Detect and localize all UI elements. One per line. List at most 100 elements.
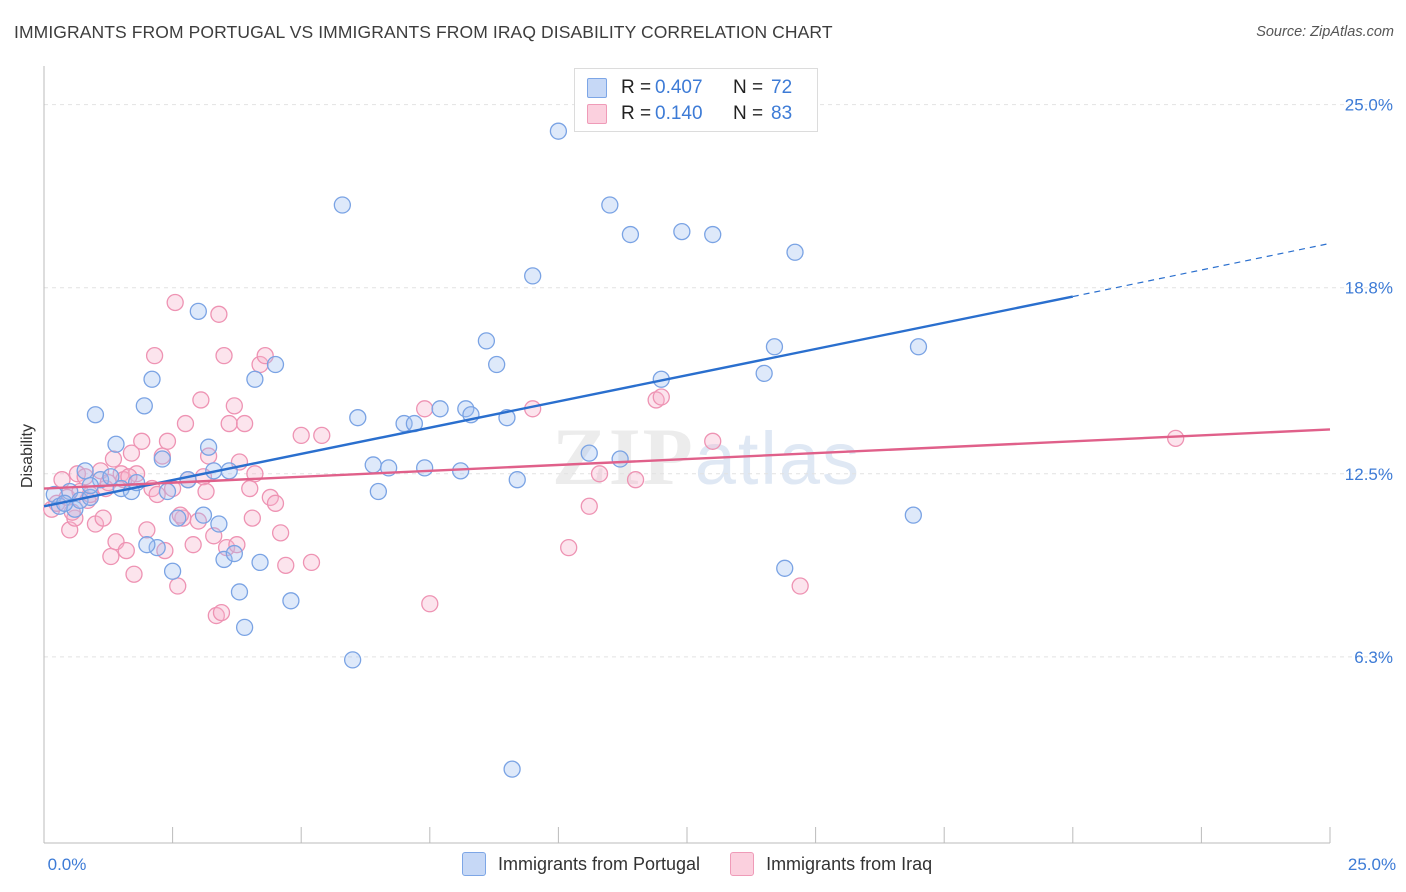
portugal-point [91, 471, 110, 489]
iraq-point [313, 426, 331, 445]
portugal-point [230, 583, 249, 601]
chart-title: IMMIGRANTS FROM PORTUGAL VS IMMIGRANTS F… [14, 22, 833, 42]
portugal-point [364, 456, 382, 474]
portugal-point [86, 406, 105, 424]
portugal-point [488, 355, 506, 374]
iraq-point [704, 432, 722, 450]
portugal-point [786, 243, 804, 261]
portugal-point [153, 450, 171, 468]
portugal-point [704, 225, 722, 244]
portugal-point [611, 450, 629, 468]
y-tick-label: 25.0% [1345, 96, 1393, 115]
portugal-point [251, 553, 269, 572]
iraq-point [166, 293, 184, 312]
portugal-point [776, 559, 794, 577]
portugal-point [333, 196, 352, 214]
iraq-point [271, 524, 290, 542]
legend-r-label: R = [621, 103, 652, 124]
portugal-point [194, 506, 213, 524]
iraq-point [122, 444, 141, 462]
portugal-point [215, 550, 233, 569]
iraq-point [560, 538, 578, 557]
portugal-point [369, 482, 388, 501]
iraq-point [626, 471, 645, 489]
portugal-trendline [43, 295, 1074, 508]
iraq-point [652, 388, 670, 406]
legend-row-iraq: R = 0.140 N = 83 [587, 103, 792, 125]
portugal-point [343, 651, 362, 669]
iraq-point [117, 541, 135, 560]
iraq-point [647, 391, 665, 409]
portugal-point [508, 471, 526, 489]
portugal-point [266, 355, 285, 374]
portugal-point [765, 338, 784, 356]
iraq-point [215, 346, 233, 365]
portugal-point [673, 222, 691, 241]
legend-row-portugal: R = 0.407 N = 72 [587, 77, 792, 99]
portugal-point [143, 370, 161, 388]
source-credit: Source: ZipAtlas.com [1256, 24, 1394, 40]
stats-legend: R = 0.407 N = 72 R = 0.140 N = 83 [574, 68, 818, 132]
portugal-point [909, 338, 928, 356]
portugal-point [169, 509, 187, 527]
y-tick-label: 6.3% [1354, 648, 1393, 667]
iraq-point [145, 346, 164, 365]
x-tick-label: 0.0% [48, 855, 87, 874]
portugal-point [580, 444, 598, 462]
iraq-point [220, 414, 238, 433]
iraq-point [94, 509, 112, 527]
iraq-point [207, 606, 225, 625]
iraq-point [277, 556, 295, 575]
portugal-point [246, 370, 264, 388]
iraq-point [243, 509, 261, 527]
portugal-point [158, 482, 177, 501]
iraq-point [171, 506, 189, 524]
portugal-point [416, 459, 434, 477]
iraq-point [192, 391, 210, 409]
iraq-point [133, 432, 151, 450]
portugal-point [76, 462, 94, 480]
iraq-point [212, 603, 231, 622]
portugal-point [163, 562, 182, 580]
portugal-swatch [587, 78, 607, 98]
iraq-point [580, 497, 598, 515]
portugal-point [904, 506, 922, 524]
portugal-point [282, 592, 300, 610]
portugal-trendline-extension [1072, 242, 1331, 298]
iraq-point [590, 465, 609, 483]
legend-item-iraq: Immigrants from Iraq [730, 852, 932, 876]
portugal-point [179, 471, 197, 489]
iraq-point [235, 414, 254, 433]
portugal-legend-swatch [462, 852, 486, 876]
y-tick-label: 12.5% [1345, 465, 1393, 484]
iraq-point [184, 536, 202, 554]
portugal-point [621, 225, 640, 244]
legend-n-label: N = [733, 77, 764, 98]
iraq-swatch [587, 104, 607, 124]
iraq-point [266, 494, 285, 512]
iraq-point [210, 305, 228, 323]
iraq-point [197, 482, 215, 501]
iraq-point [421, 595, 439, 613]
series-legend: Immigrants from Portugal Immigrants from… [462, 852, 962, 876]
portugal-point [148, 538, 166, 557]
iraq-point [416, 400, 434, 418]
portugal-point [135, 397, 153, 415]
legend-r-label: R = [621, 77, 652, 98]
portugal-point [138, 536, 156, 554]
portugal-point [755, 364, 773, 383]
iraq-point [138, 521, 156, 539]
legend-label-portugal: Immigrants from Portugal [498, 853, 701, 874]
portugal-point [235, 618, 254, 637]
portugal-point [601, 196, 619, 214]
portugal-point [210, 515, 228, 533]
portugal-point [225, 544, 243, 563]
iraq-point [169, 577, 187, 595]
x-tick-label: 25.0% [1348, 855, 1396, 874]
portugal-point [199, 438, 218, 456]
iraq-point [176, 414, 195, 433]
portugal-point [107, 435, 125, 453]
y-tick-label: 18.8% [1345, 279, 1393, 298]
y-axis-label: Disability [19, 423, 36, 489]
